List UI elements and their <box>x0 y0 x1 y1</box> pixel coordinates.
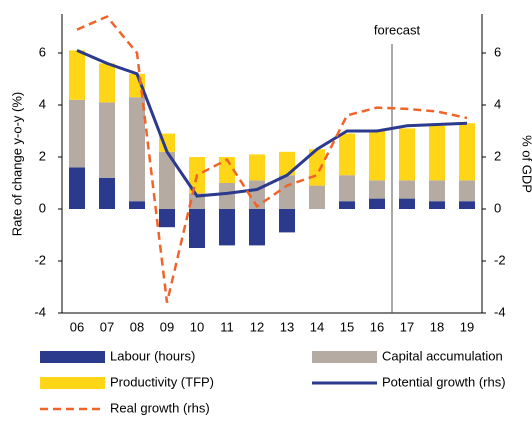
bar <box>339 201 355 209</box>
legend-label: Potential growth (rhs) <box>382 374 506 389</box>
x-tick-label: 09 <box>160 319 174 334</box>
bar <box>69 99 85 168</box>
y-tick-label: 0 <box>39 200 46 215</box>
legend-label: Capital accumulation <box>382 348 503 363</box>
bar <box>219 157 235 183</box>
bar <box>459 123 475 181</box>
y-tick-label: 6 <box>39 44 46 59</box>
bar <box>279 151 295 176</box>
bar <box>69 167 85 209</box>
line <box>76 15 468 303</box>
forecast-label: forecast <box>374 22 421 37</box>
bar <box>399 128 415 181</box>
bar <box>219 209 235 246</box>
y2-tick-label: 4 <box>494 96 501 111</box>
y-tick-label: 4 <box>39 96 46 111</box>
x-tick-label: 18 <box>430 319 444 334</box>
y2-tick-label: 6 <box>494 44 501 59</box>
bar <box>129 97 145 202</box>
bar <box>369 198 385 209</box>
bar <box>159 209 175 228</box>
bar <box>309 185 325 209</box>
bar <box>249 209 265 246</box>
bar <box>369 180 385 199</box>
y2-tick-label: 0 <box>494 200 501 215</box>
bar <box>399 180 415 199</box>
legend-swatch <box>40 377 105 389</box>
bar <box>339 175 355 202</box>
bar <box>219 183 235 209</box>
y-tick-label: -2 <box>34 252 46 267</box>
bar <box>69 50 85 100</box>
bar <box>429 201 445 209</box>
line <box>76 49 468 198</box>
y-axis-label: Rate of change y-o-y (%) <box>9 92 24 237</box>
bar <box>339 133 355 176</box>
x-tick-label: 15 <box>340 319 354 334</box>
bar <box>279 175 295 209</box>
x-tick-label: 16 <box>370 319 384 334</box>
x-tick-label: 13 <box>280 319 294 334</box>
y2-tick-label: -2 <box>494 252 506 267</box>
legend-swatch <box>40 351 105 363</box>
bar <box>99 63 115 103</box>
bar <box>279 209 295 233</box>
bar <box>159 151 175 209</box>
bar <box>429 125 445 181</box>
x-tick-label: 12 <box>250 319 264 334</box>
bar <box>459 201 475 209</box>
x-tick-label: 08 <box>130 319 144 334</box>
y-tick-label: -4 <box>34 304 46 319</box>
x-tick-label: 06 <box>70 319 84 334</box>
bar <box>129 201 145 209</box>
y2-tick-label: -4 <box>494 304 506 319</box>
bar <box>369 131 385 181</box>
bar <box>99 177 115 209</box>
bar <box>249 154 265 181</box>
bar <box>399 198 415 209</box>
x-tick-label: 07 <box>100 319 114 334</box>
y-tick-label: 2 <box>39 148 46 163</box>
bar <box>99 102 115 178</box>
x-tick-label: 11 <box>220 319 234 334</box>
legend-label: Labour (hours) <box>110 348 195 363</box>
bar <box>189 209 205 248</box>
legend-label: Real growth (rhs) <box>110 400 210 415</box>
x-tick-label: 14 <box>310 319 324 334</box>
legend-swatch <box>312 351 377 363</box>
x-tick-label: 19 <box>460 319 474 334</box>
bar <box>429 180 445 202</box>
x-tick-label: 10 <box>190 319 204 334</box>
x-tick-label: 17 <box>400 319 414 334</box>
y2-tick-label: 2 <box>494 148 501 163</box>
bar <box>459 180 475 202</box>
y2-axis-label: % of GDP <box>520 135 532 193</box>
legend-label: Productivity (TFP) <box>110 374 214 389</box>
bar <box>189 193 205 209</box>
